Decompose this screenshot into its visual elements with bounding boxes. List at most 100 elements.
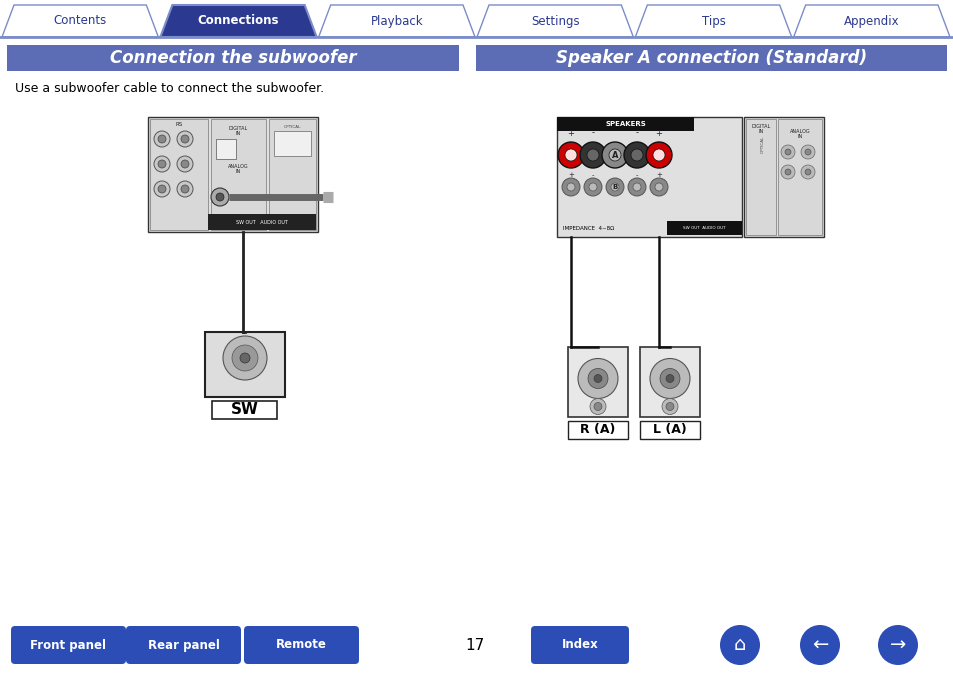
Circle shape: [589, 398, 605, 415]
FancyBboxPatch shape: [639, 421, 700, 439]
Circle shape: [594, 374, 601, 382]
FancyBboxPatch shape: [745, 119, 775, 235]
Text: ANALOG
IN: ANALOG IN: [228, 164, 249, 174]
Circle shape: [781, 165, 794, 179]
Circle shape: [588, 183, 597, 191]
Circle shape: [594, 402, 601, 411]
FancyBboxPatch shape: [150, 119, 208, 230]
Circle shape: [801, 165, 814, 179]
FancyBboxPatch shape: [208, 214, 315, 230]
Circle shape: [601, 142, 627, 168]
Text: SPEAKERS: SPEAKERS: [604, 121, 645, 127]
Polygon shape: [318, 5, 475, 37]
Text: 17: 17: [465, 637, 484, 653]
Text: Settings: Settings: [530, 15, 578, 28]
FancyBboxPatch shape: [557, 117, 741, 237]
Circle shape: [153, 181, 170, 197]
Circle shape: [652, 149, 664, 161]
Text: B: B: [612, 184, 617, 190]
Circle shape: [804, 169, 810, 175]
Circle shape: [665, 374, 673, 382]
Circle shape: [627, 178, 645, 196]
Circle shape: [645, 142, 671, 168]
Text: DIGITAL
IN: DIGITAL IN: [229, 126, 248, 137]
Circle shape: [240, 353, 250, 363]
Circle shape: [158, 185, 166, 193]
Text: -: -: [635, 172, 638, 178]
FancyBboxPatch shape: [211, 119, 266, 230]
Circle shape: [586, 149, 598, 161]
FancyBboxPatch shape: [557, 117, 693, 131]
Text: Rear panel: Rear panel: [148, 639, 219, 651]
FancyBboxPatch shape: [269, 119, 315, 230]
FancyBboxPatch shape: [205, 332, 285, 397]
Text: Playback: Playback: [370, 15, 423, 28]
Text: Index: Index: [561, 639, 598, 651]
Circle shape: [181, 185, 189, 193]
FancyBboxPatch shape: [778, 119, 821, 235]
Text: Contents: Contents: [53, 15, 107, 28]
Text: +: +: [656, 172, 661, 178]
Circle shape: [564, 149, 577, 161]
Polygon shape: [793, 5, 949, 37]
Circle shape: [177, 156, 193, 172]
Polygon shape: [476, 5, 633, 37]
Text: Appendix: Appendix: [843, 15, 899, 28]
Text: ⌂: ⌂: [733, 635, 745, 655]
Circle shape: [665, 402, 673, 411]
Text: SW OUT   AUDIO OUT: SW OUT AUDIO OUT: [235, 219, 288, 225]
FancyBboxPatch shape: [148, 117, 317, 232]
FancyBboxPatch shape: [126, 626, 241, 664]
FancyBboxPatch shape: [213, 401, 277, 419]
FancyBboxPatch shape: [7, 45, 458, 71]
Text: OPTICAL: OPTICAL: [283, 125, 301, 129]
Text: ANALOG
IN: ANALOG IN: [789, 129, 809, 139]
Circle shape: [661, 398, 678, 415]
Circle shape: [659, 369, 679, 388]
Circle shape: [158, 135, 166, 143]
FancyBboxPatch shape: [476, 45, 946, 71]
Circle shape: [720, 625, 760, 665]
Circle shape: [801, 145, 814, 159]
Circle shape: [800, 625, 840, 665]
Circle shape: [784, 169, 790, 175]
FancyBboxPatch shape: [666, 221, 741, 235]
Circle shape: [877, 625, 917, 665]
Text: Tips: Tips: [700, 15, 724, 28]
FancyBboxPatch shape: [567, 421, 627, 439]
Circle shape: [232, 345, 257, 371]
Circle shape: [587, 369, 607, 388]
Text: Use a subwoofer cable to connect the subwoofer.: Use a subwoofer cable to connect the sub…: [15, 82, 324, 95]
Text: ←: ←: [811, 635, 827, 655]
Circle shape: [158, 160, 166, 168]
Text: A: A: [611, 151, 618, 160]
Circle shape: [223, 336, 267, 380]
Text: Connection the subwoofer: Connection the subwoofer: [110, 49, 355, 67]
Text: OPTICAL: OPTICAL: [760, 135, 764, 153]
Circle shape: [781, 145, 794, 159]
Text: +: +: [567, 129, 574, 137]
Circle shape: [605, 178, 623, 196]
Text: IMPEDANCE  4~8Ω: IMPEDANCE 4~8Ω: [562, 227, 614, 232]
Polygon shape: [635, 5, 791, 37]
FancyBboxPatch shape: [639, 347, 700, 417]
Text: Front panel: Front panel: [30, 639, 107, 651]
Circle shape: [153, 131, 170, 147]
Text: SW OUT  AUDIO OUT: SW OUT AUDIO OUT: [682, 226, 724, 230]
Circle shape: [608, 149, 620, 161]
Circle shape: [181, 135, 189, 143]
FancyBboxPatch shape: [531, 626, 628, 664]
Text: -: -: [635, 129, 638, 137]
Circle shape: [579, 142, 605, 168]
Circle shape: [583, 178, 601, 196]
Circle shape: [649, 178, 667, 196]
Circle shape: [655, 183, 662, 191]
Circle shape: [649, 359, 689, 398]
Circle shape: [561, 178, 579, 196]
Text: R (A): R (A): [579, 423, 615, 437]
Text: Remote: Remote: [275, 639, 327, 651]
Text: +: +: [655, 129, 661, 137]
Circle shape: [153, 156, 170, 172]
FancyBboxPatch shape: [274, 131, 311, 156]
Circle shape: [558, 142, 583, 168]
